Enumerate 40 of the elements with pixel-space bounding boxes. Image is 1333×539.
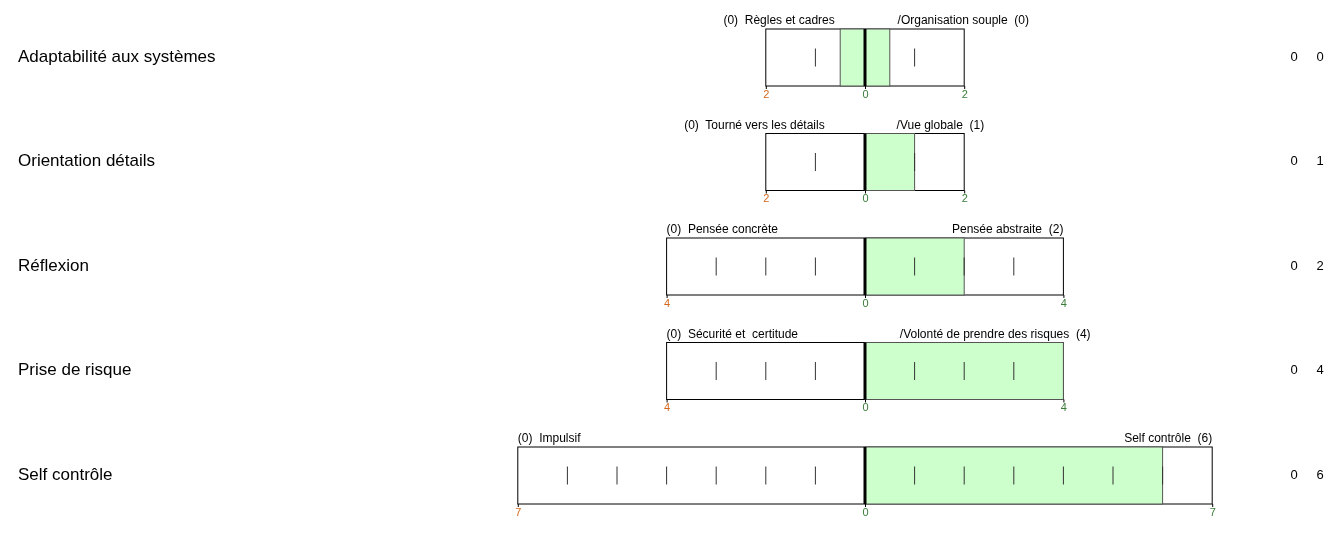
x-tick-label: 0 [862, 505, 869, 518]
text: (0) Tourné vers les détails [684, 117, 825, 132]
text: (0) Pensée concrète [666, 222, 779, 236]
x-tick-label: 2 [961, 87, 968, 100]
text: Pensée abstraite (2) [951, 222, 1064, 236]
text: 0 [1290, 362, 1298, 378]
text: 6 [1316, 466, 1324, 482]
text: (0) Impulsif [517, 431, 582, 445]
x-tick-label: 0 [862, 401, 869, 414]
text: 0 [1316, 48, 1324, 64]
y-axis-title: Adaptabilité aux systèmes [18, 46, 216, 66]
x-tick-label: 7 [515, 505, 522, 518]
x-tick-label: 7 [1209, 505, 1216, 518]
x-tick-label: 0 [862, 192, 869, 205]
text: 0 [1290, 153, 1298, 169]
text: 0 [1290, 466, 1298, 482]
text: 2 [1316, 257, 1324, 273]
x-tick-label: 0 [862, 87, 869, 100]
text: 1 [1316, 153, 1324, 169]
x-tick-label: 4 [1060, 401, 1067, 414]
x-tick-label: 2 [763, 87, 770, 100]
x-tick-label: 4 [664, 296, 671, 309]
x-tick-label: 4 [664, 401, 671, 414]
y-axis-title: Réflexion [18, 255, 89, 275]
text: 0 [1290, 257, 1298, 273]
x-tick-label: 0 [862, 296, 869, 309]
text: /Volonté de prendre des risques (4) [899, 326, 1091, 341]
text: /Organisation souple (0) [897, 13, 1029, 27]
text: (0) Règles et cadres [723, 13, 835, 27]
y-axis-title: Orientation détails [18, 151, 156, 171]
text: 4 [1316, 362, 1324, 378]
text: Self contrôle (6) [1124, 431, 1213, 445]
x-tick-label: 2 [961, 192, 968, 205]
y-axis-title: Prise de risque [18, 360, 132, 380]
text: (0) Sécurité et certitude [666, 326, 799, 341]
y-axis-title: Self contrôle [18, 464, 113, 484]
text: /Vue globale (1) [896, 117, 985, 132]
text: 0 [1290, 48, 1298, 64]
x-tick-label: 2 [763, 192, 770, 205]
x-tick-label: 4 [1060, 296, 1067, 309]
